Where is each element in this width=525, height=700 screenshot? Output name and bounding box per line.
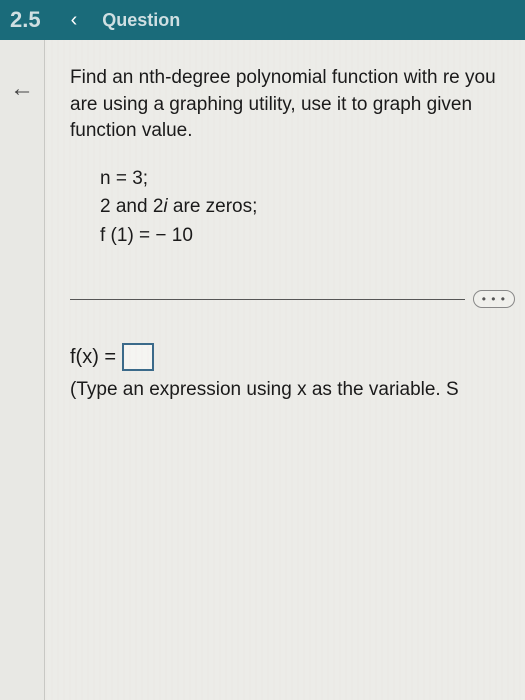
answer-hint: (Type an expression using x as the varia… [70,379,515,401]
question-panel: Find an nth-degree polynomial function w… [45,40,525,700]
divider-row: • • • [70,290,515,308]
chevron-left-icon[interactable]: ‹ [71,9,78,32]
back-arrow-icon[interactable]: ← [10,75,34,103]
content-area: ← Find an nth-degree polynomial function… [0,40,525,700]
header-title: Question [102,10,180,31]
problem-line-2: 2 and 2i are zeros; [100,193,515,222]
section-divider [70,299,465,300]
answer-input[interactable] [122,343,154,371]
answer-row: f(x) = [70,343,515,371]
problem-line-3: f (1) = − 10 [100,222,515,251]
answer-prefix: f(x) = [70,346,116,369]
app-header: 2.5 ‹ Question [0,0,525,40]
problem-line-1: n = 3; [100,165,515,194]
section-number: 2.5 [10,7,41,33]
left-sidebar: ← [0,40,45,700]
more-options-button[interactable]: • • • [473,290,515,308]
problem-details: n = 3; 2 and 2i are zeros; f (1) = − 10 [100,165,515,251]
problem-line-2-suffix: are zeros; [168,196,258,217]
problem-line-2-prefix: 2 and 2 [100,196,163,217]
problem-instruction: Find an nth-degree polynomial function w… [70,65,515,145]
